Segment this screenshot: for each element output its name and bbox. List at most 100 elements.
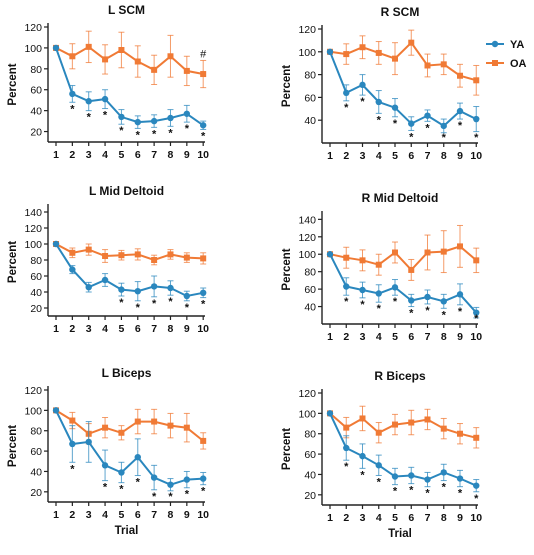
significance-marker: *	[409, 308, 414, 320]
series-line-oa	[55, 409, 204, 442]
significance-marker: *	[474, 493, 479, 505]
y-tick-label: 80	[30, 255, 42, 267]
x-tick-label: 8	[441, 512, 447, 524]
x-tick-label: 8	[168, 323, 174, 335]
x-tick-label: 1	[327, 150, 333, 162]
data-point-ya	[85, 284, 92, 291]
significance-marker: *	[168, 296, 173, 308]
significance-marker: *	[425, 122, 430, 134]
y-tick-label: 120	[24, 22, 42, 34]
data-point-oa	[473, 434, 480, 441]
x-tick-label: 6	[408, 150, 414, 162]
significance-marker: *	[474, 313, 479, 325]
data-point-ya	[473, 482, 480, 489]
data-point-oa	[359, 415, 366, 422]
data-point-ya	[391, 284, 399, 291]
data-point-oa	[473, 257, 480, 264]
x-axis-label: Trial	[115, 525, 139, 537]
y-tick-label: 60	[30, 446, 42, 458]
legend-label: YA	[510, 39, 524, 51]
series-oa	[53, 241, 207, 266]
x-tick-label: 5	[118, 323, 124, 335]
data-point-oa	[134, 418, 141, 425]
data-point-oa	[102, 424, 109, 431]
data-point-oa	[118, 429, 125, 436]
data-point-oa	[69, 249, 76, 256]
x-tick-label: 1	[53, 509, 59, 521]
data-point-ya	[134, 454, 141, 461]
y-tick-label: 100	[24, 239, 42, 251]
legend-marker-ya	[491, 40, 499, 48]
x-tick-label: 10	[197, 149, 209, 161]
data-point-ya	[52, 407, 60, 414]
data-point-ya	[424, 112, 431, 119]
significance-marker: *	[344, 102, 349, 114]
x-tick-label: 3	[360, 512, 366, 524]
significance-marker: *	[152, 491, 157, 503]
significance-marker: *	[119, 125, 124, 137]
x-tick-label: 6	[135, 323, 141, 335]
significance-marker: *	[377, 114, 382, 126]
data-point-ya	[134, 118, 141, 126]
y-tick-label: 60	[304, 284, 316, 296]
data-point-ya	[118, 113, 125, 121]
significance-marker-oa: #	[200, 48, 207, 60]
data-point-oa	[392, 421, 398, 428]
significance-marker: *	[344, 296, 349, 308]
y-axis-label: Percent	[7, 63, 19, 105]
data-point-ya	[375, 290, 382, 297]
significance-marker: *	[185, 302, 190, 314]
data-point-ya	[456, 107, 464, 115]
series-ya	[326, 251, 480, 319]
x-tick-label: 8	[168, 149, 174, 161]
chart-panel-5: L Biceps 20 40 60 80 100 120 1 2 3 4 5 6 7 8 9 10 Percent…	[7, 366, 209, 537]
significance-marker: *	[152, 128, 157, 140]
data-point-ya	[456, 291, 464, 298]
x-tick-label: 5	[118, 509, 124, 521]
significance-marker: *	[103, 482, 108, 494]
data-point-oa	[200, 255, 207, 262]
x-tick-label: 7	[151, 509, 157, 521]
y-tick-label: 120	[298, 388, 316, 400]
data-point-ya	[408, 120, 415, 127]
y-tick-label: 60	[30, 271, 42, 283]
data-point-oa	[69, 417, 76, 424]
chart-title: L Biceps	[102, 366, 152, 380]
data-point-oa	[118, 252, 125, 259]
y-axis-label: Percent	[7, 241, 19, 283]
data-point-ya	[183, 292, 191, 300]
x-tick-label: 3	[360, 331, 366, 343]
data-point-ya	[359, 81, 366, 89]
data-point-ya	[408, 472, 415, 479]
x-tick-label: 3	[86, 149, 92, 161]
y-tick-label: 60	[304, 449, 316, 461]
data-point-oa	[134, 58, 141, 65]
significance-marker: *	[425, 488, 430, 500]
series-ya	[52, 407, 207, 492]
x-tick-label: 4	[102, 509, 108, 521]
significance-marker: *	[474, 132, 479, 144]
data-point-oa	[424, 62, 431, 69]
significance-marker: *	[103, 110, 108, 122]
data-point-ya	[69, 440, 76, 448]
data-point-ya	[343, 444, 350, 452]
data-point-oa	[343, 51, 350, 58]
data-point-oa	[85, 43, 92, 50]
x-tick-label: 7	[151, 149, 157, 161]
data-point-ya	[118, 469, 125, 476]
x-tick-label: 1	[53, 323, 59, 335]
data-point-ya	[440, 469, 447, 476]
series-line-oa	[55, 45, 204, 75]
y-tick-label: 40	[304, 115, 316, 127]
data-point-oa	[408, 39, 415, 46]
y-axis-label: Percent	[281, 65, 293, 107]
significance-marker: *	[458, 120, 463, 132]
series-ya	[52, 240, 207, 302]
data-point-ya	[134, 288, 141, 295]
x-tick-label: 10	[470, 331, 482, 343]
data-point-oa	[375, 429, 382, 436]
significance-marker: *	[119, 484, 124, 496]
significance-marker: *	[360, 96, 365, 108]
x-tick-label: 6	[408, 331, 414, 343]
